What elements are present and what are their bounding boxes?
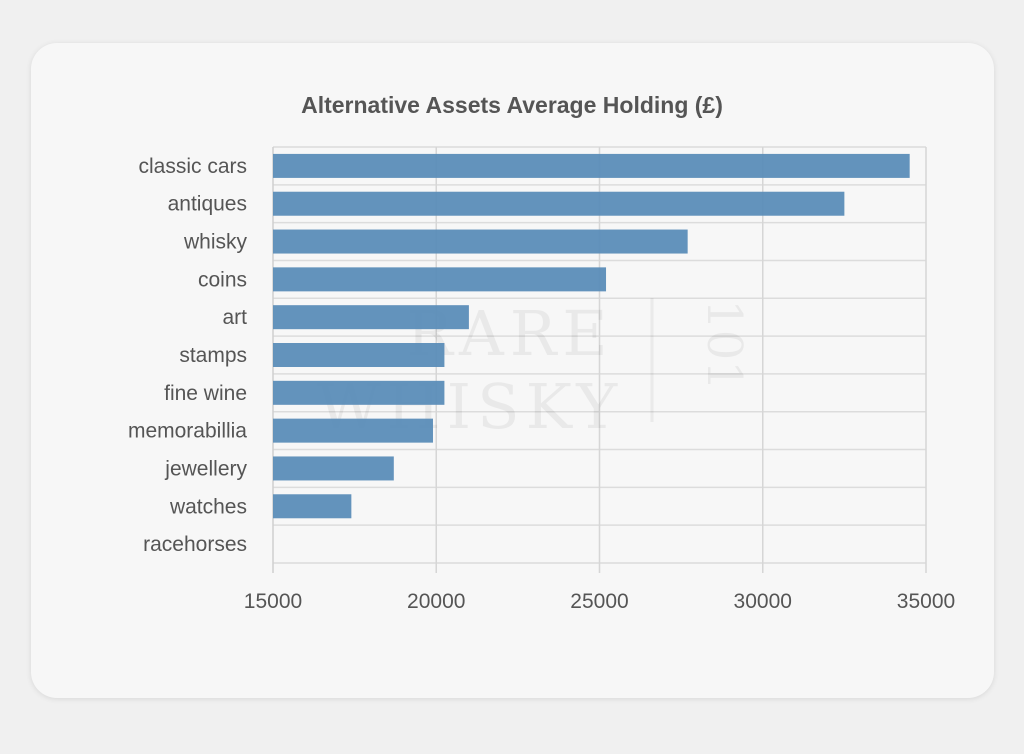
x-tick-label: 20000 [407, 590, 465, 613]
bar-classic-cars [273, 153, 910, 178]
grid-lines [272, 146, 927, 573]
category-label: classic cars [138, 155, 247, 178]
category-label: jewellery [164, 457, 247, 480]
category-label: memorabillia [128, 420, 247, 443]
category-label: whisky [183, 231, 248, 254]
bar-antiques [273, 191, 845, 216]
category-label: art [222, 306, 247, 329]
category-label: watches [169, 495, 247, 518]
x-tick-label: 35000 [897, 590, 955, 613]
category-label: racehorses [143, 533, 247, 556]
category-label: fine wine [164, 382, 247, 405]
x-tick-labels: 15000 20000 25000 30000 35000 [244, 590, 955, 613]
category-label: stamps [179, 344, 247, 367]
bars [273, 153, 910, 519]
watermark-badge: 101 [696, 299, 752, 391]
bar-art [273, 305, 469, 330]
bar-whisky [273, 229, 688, 254]
bar-memorabillia [273, 418, 433, 443]
bar-fine-wine [273, 380, 445, 405]
x-tick-label: 15000 [244, 590, 302, 613]
category-label: coins [198, 268, 247, 291]
category-label: antiques [168, 193, 247, 216]
chart-title: Alternative Assets Average Holding (£) [301, 92, 723, 118]
bar-coins [273, 267, 607, 292]
bar-stamps [273, 343, 445, 367]
chart-card [31, 43, 994, 698]
bar-watches [273, 494, 352, 519]
bar-jewellery [273, 456, 394, 481]
x-tick-label: 30000 [734, 590, 792, 613]
category-labels: classic cars antiques whisky coins art stamps… [128, 155, 248, 556]
x-tick-label: 25000 [570, 590, 628, 613]
